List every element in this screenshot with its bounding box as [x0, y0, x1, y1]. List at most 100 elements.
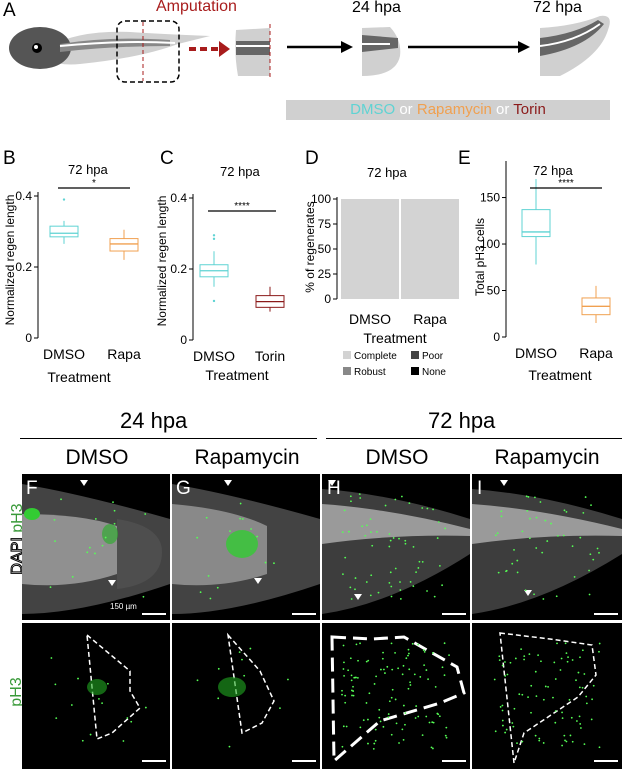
- ph3-dot: [500, 515, 503, 518]
- ph3-dot: [144, 706, 147, 709]
- ph3-dot: [434, 686, 437, 688]
- ph3-dot: [501, 704, 504, 707]
- ph3-dot: [374, 739, 377, 742]
- ph3-dot: [217, 667, 220, 670]
- ph3-dot: [359, 726, 362, 729]
- ph3-dot: [528, 653, 531, 656]
- ph3-dot: [568, 698, 571, 701]
- ph3-dot: [583, 743, 586, 746]
- ph3-dot: [355, 676, 357, 679]
- ph3-dot: [425, 669, 428, 671]
- ph3-dot: [375, 675, 378, 678]
- ph3-dot: [560, 657, 563, 660]
- ph3-dot: [387, 713, 390, 715]
- image-g-top: [172, 474, 320, 620]
- ph3-dot: [494, 730, 497, 733]
- ph3-dot: [427, 678, 429, 681]
- ph3-dot: [437, 521, 440, 523]
- ph3-dot: [379, 720, 382, 723]
- ph3-dot: [559, 669, 562, 671]
- ph3-dot: [590, 504, 592, 507]
- amputation-label: Amputation: [156, 0, 237, 15]
- ph3-dot: [342, 725, 345, 728]
- ph3-dot: [390, 696, 393, 699]
- ph3-dot: [394, 567, 397, 570]
- ph3-dot: [207, 575, 210, 577]
- ph3-dot: [409, 681, 411, 684]
- ph3-dot: [256, 535, 259, 538]
- ph3-dot: [556, 642, 558, 645]
- ph3-dot: [591, 698, 593, 701]
- ph3-dot: [142, 595, 145, 598]
- ph3-dot: [216, 586, 219, 589]
- treatment-text: DMSO or Rapamycin or Torin: [288, 101, 608, 118]
- x-tick-label: DMSO: [193, 348, 235, 364]
- ph3-dot: [392, 537, 395, 539]
- ph3-dot: [378, 708, 381, 711]
- treatment-bar: [286, 100, 610, 120]
- ph3-dot: [425, 715, 428, 718]
- ph3-dot: [579, 536, 582, 539]
- ph3-dot: [566, 660, 569, 663]
- letter-h: H: [327, 478, 341, 499]
- charts-svg: 0 0.2 0.4 DMSO Rapa * 0 0.2 0.4 DMSO Torin **** 0 2…: [15, 161, 613, 364]
- ph3-dot: [516, 559, 519, 562]
- ph3-dot: [388, 581, 391, 584]
- ph3-dot: [576, 720, 578, 722]
- ph3-dot: [444, 527, 447, 530]
- ph3-dot: [565, 740, 568, 743]
- amputation-box: [116, 20, 180, 83]
- ph3-dot: [341, 693, 343, 696]
- ph3-dot: [391, 688, 394, 691]
- panel-e-title: 72 hpa: [533, 163, 573, 178]
- ph3-dot: [562, 534, 565, 537]
- ph3-dot: [580, 727, 582, 729]
- ph3-dot: [542, 742, 545, 744]
- ph3-dot: [534, 496, 536, 499]
- ph3-dot: [412, 585, 415, 588]
- ph3-dot: [341, 689, 343, 692]
- treat-rapa: Rapamycin: [416, 101, 492, 118]
- ph3-dot: [367, 718, 369, 721]
- ph3-dot: [391, 668, 394, 671]
- ph3-dot: [370, 574, 373, 577]
- ph3-dot: [554, 678, 557, 680]
- ph3-dot: [546, 540, 549, 542]
- ph3-dot: [570, 716, 573, 719]
- ph3-dot: [417, 567, 420, 569]
- image-i-top: [472, 474, 622, 620]
- ph3-dot: [417, 715, 420, 718]
- ph3-dot: [445, 736, 448, 739]
- ph3-dot: [81, 739, 84, 742]
- tail-stage-72hpa: [539, 15, 610, 76]
- ph3-dot: [94, 552, 96, 555]
- ph3-dot: [399, 589, 402, 591]
- ph3-dot: [350, 674, 353, 677]
- ph3-dot: [578, 686, 581, 689]
- ph3-dot: [357, 659, 359, 662]
- ph3-dot: [585, 695, 588, 698]
- label-72hpa: 72 hpa: [533, 0, 582, 16]
- ph3-dot: [390, 642, 393, 645]
- ph3-dot: [504, 731, 507, 734]
- ph3-dot: [355, 643, 358, 646]
- ph3-dot: [389, 571, 392, 574]
- ph3-dot: [387, 716, 390, 719]
- y-tick-label: 100: [311, 192, 331, 206]
- ph3-dot: [501, 664, 504, 667]
- ph3-dot: [365, 702, 368, 704]
- ph3-dot: [426, 590, 428, 592]
- ph3-dot: [106, 682, 109, 685]
- ph3-dot: [421, 560, 424, 563]
- image-f-top: [22, 474, 170, 620]
- ph3-dot: [571, 740, 574, 743]
- image-g-bottom: [172, 623, 320, 769]
- scale-bar: [142, 760, 166, 762]
- ph3-dot: [343, 509, 346, 512]
- ph3-dot: [279, 707, 281, 710]
- ph3-dot: [347, 669, 350, 672]
- outlier-point: [212, 299, 216, 303]
- panel-d-ylabel: % of regenerates: [303, 201, 317, 293]
- ph3-dot: [209, 597, 212, 600]
- ph3-dot: [528, 537, 531, 540]
